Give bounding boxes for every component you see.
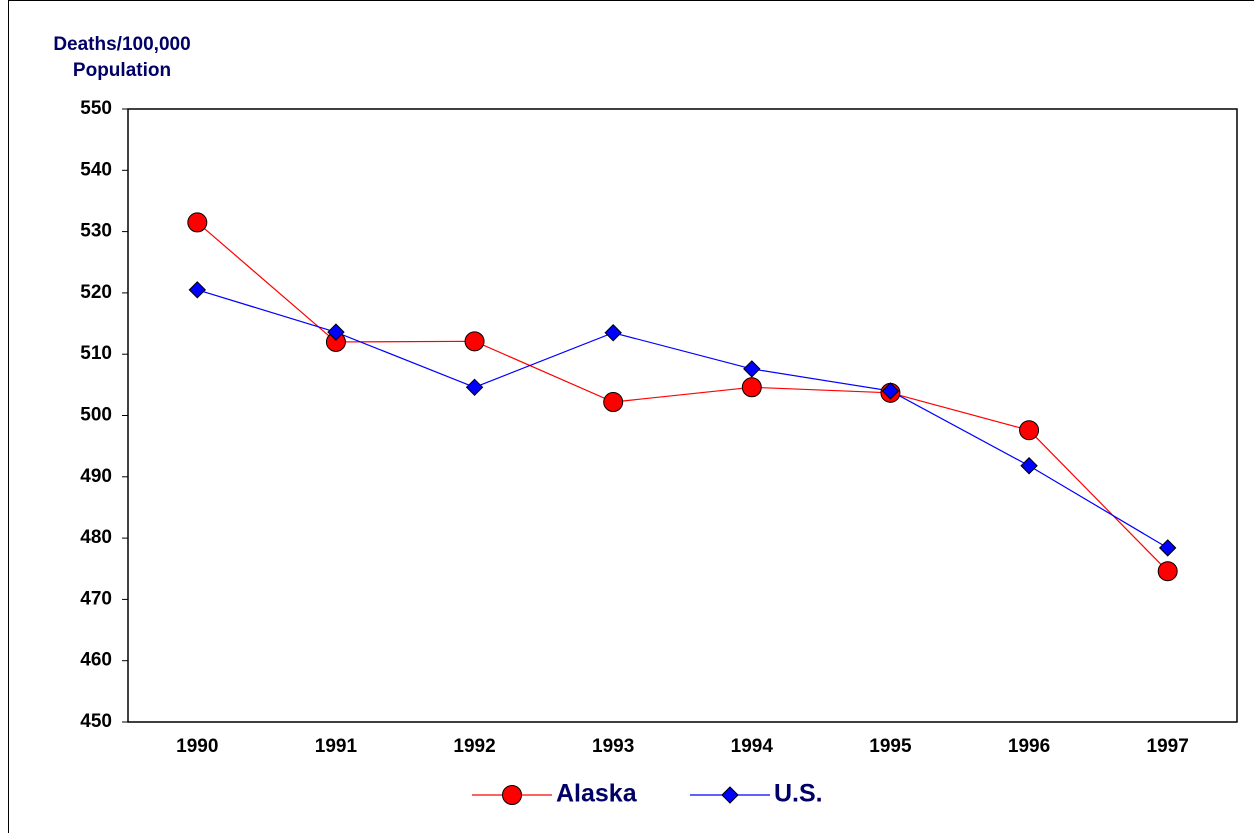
y-tick-label: 520 xyxy=(80,282,112,303)
series-line xyxy=(196,221,1169,572)
y-axis-label: Population xyxy=(73,60,171,81)
data-point xyxy=(1019,420,1040,441)
legend-marker xyxy=(502,785,522,805)
data-point xyxy=(604,324,622,342)
y-tick-label: 480 xyxy=(80,527,112,548)
y-tick-label: 470 xyxy=(80,588,112,609)
legend-label: U.S. xyxy=(774,780,823,808)
y-axis-label: Deaths/100,000 xyxy=(53,34,190,55)
y-tick-label: 550 xyxy=(80,98,112,119)
data-point xyxy=(1020,457,1038,475)
data-point xyxy=(1157,561,1178,582)
data-point xyxy=(465,378,484,397)
x-tick-label: 1992 xyxy=(453,736,495,757)
x-tick-label: 1997 xyxy=(1147,736,1189,757)
x-tick-label: 1993 xyxy=(592,736,634,757)
y-tick-label: 460 xyxy=(80,650,112,671)
y-tick-label: 530 xyxy=(80,221,112,242)
chart-frame xyxy=(8,0,1254,833)
x-tick-label: 1991 xyxy=(315,736,358,757)
data-point xyxy=(188,281,207,299)
data-point xyxy=(327,323,345,341)
x-tick-label: 1994 xyxy=(731,736,774,757)
x-tick-label: 1995 xyxy=(869,736,912,757)
data-point xyxy=(464,331,485,352)
x-tick-label: 1996 xyxy=(1008,736,1050,757)
y-tick-label: 490 xyxy=(80,466,112,487)
data-point xyxy=(1158,539,1177,557)
data-point xyxy=(741,377,762,398)
x-tick-label: 1990 xyxy=(176,736,218,757)
legend-marker xyxy=(721,786,739,804)
y-tick-label: 510 xyxy=(80,343,112,364)
data-point xyxy=(743,360,761,378)
y-tick-label: 450 xyxy=(80,711,112,732)
data-point xyxy=(881,382,900,400)
series-line xyxy=(197,289,1168,549)
data-point xyxy=(603,392,624,413)
legend-label: Alaska xyxy=(556,780,638,808)
y-tick-label: 540 xyxy=(80,159,112,180)
y-tick-label: 500 xyxy=(80,405,112,426)
data-point xyxy=(187,212,208,233)
plot-area xyxy=(127,108,1238,723)
